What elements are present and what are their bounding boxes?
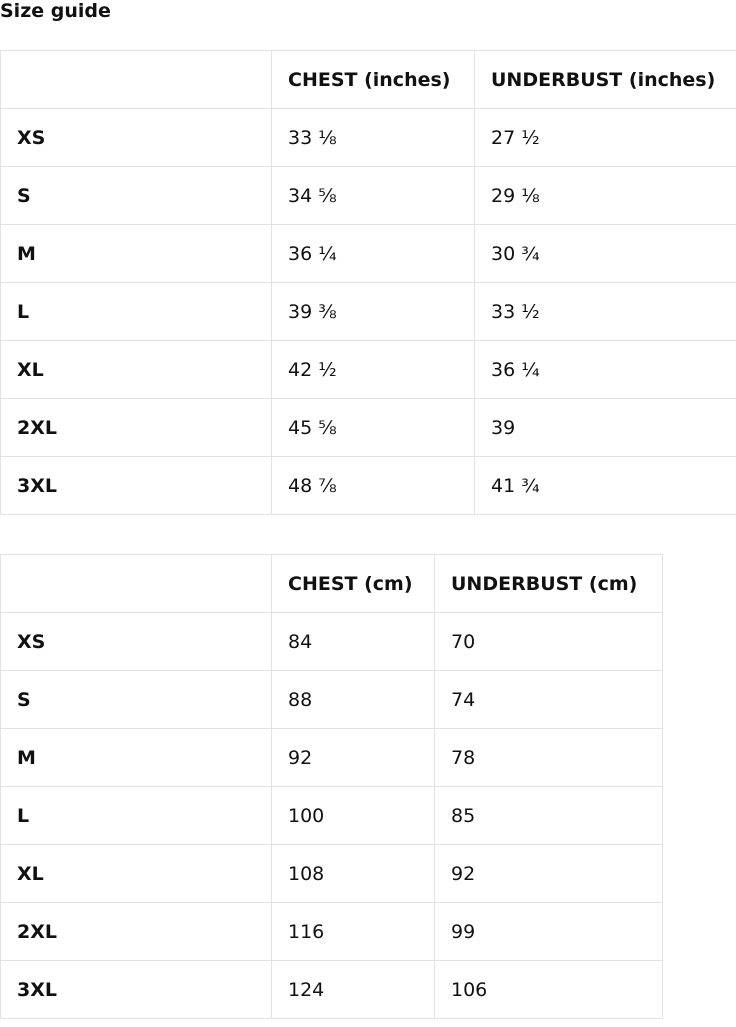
column-header: [0, 554, 272, 613]
measurement-cell: 45 ⅝: [271, 398, 475, 457]
measurement-cell: 42 ½: [271, 340, 475, 399]
measurement-cell: 116: [271, 902, 435, 961]
measurement-cell: 33 ⅛: [271, 108, 475, 167]
table-row: XL 108 92: [0, 844, 663, 903]
size-label: XL: [0, 340, 272, 399]
measurement-cell: 108: [271, 844, 435, 903]
column-header: [0, 50, 272, 109]
table-row: 3XL 124 106: [0, 960, 663, 1019]
measurement-cell: 70: [434, 612, 663, 671]
measurement-cell: 106: [434, 960, 663, 1019]
table-row: 2XL 116 99: [0, 902, 663, 961]
size-label: M: [0, 728, 272, 787]
size-label: 2XL: [0, 398, 272, 457]
measurement-cell: 27 ½: [474, 108, 736, 167]
size-label: XL: [0, 844, 272, 903]
column-header: UNDERBUST (inches): [474, 50, 736, 109]
column-header: UNDERBUST (cm): [434, 554, 663, 613]
measurement-cell: 39 ⅜: [271, 282, 475, 341]
measurement-cell: 92: [434, 844, 663, 903]
table-row: M 36 ¼ 30 ¾: [0, 224, 736, 283]
measurement-cell: 85: [434, 786, 663, 845]
table-row: S 34 ⅝ 29 ⅛: [0, 166, 736, 225]
table-row: L 100 85: [0, 786, 663, 845]
size-label: S: [0, 166, 272, 225]
size-table-cm: CHEST (cm) UNDERBUST (cm) XS 84 70 S 88 74 M 92 7…: [0, 554, 663, 1019]
table-row: 2XL 45 ⅝ 39: [0, 398, 736, 457]
measurement-cell: 92: [271, 728, 435, 787]
measurement-cell: 88: [271, 670, 435, 729]
table-row: XL 42 ½ 36 ¼: [0, 340, 736, 399]
table-row: S 88 74: [0, 670, 663, 729]
column-header: CHEST (cm): [271, 554, 435, 613]
measurement-cell: 74: [434, 670, 663, 729]
table-row: M 92 78: [0, 728, 663, 787]
measurement-cell: 33 ½: [474, 282, 736, 341]
table-row: XS 84 70: [0, 612, 663, 671]
measurement-cell: 78: [434, 728, 663, 787]
size-label: 3XL: [0, 960, 272, 1019]
size-label: M: [0, 224, 272, 283]
measurement-cell: 99: [434, 902, 663, 961]
table-row: L 39 ⅜ 33 ½: [0, 282, 736, 341]
size-label: S: [0, 670, 272, 729]
measurement-cell: 36 ¼: [474, 340, 736, 399]
size-label: XS: [0, 612, 272, 671]
table-header-row: CHEST (inches) UNDERBUST (inches): [0, 50, 736, 109]
measurement-cell: 124: [271, 960, 435, 1019]
table-row: 3XL 48 ⅞ 41 ¾: [0, 456, 736, 515]
measurement-cell: 84: [271, 612, 435, 671]
measurement-cell: 100: [271, 786, 435, 845]
measurement-cell: 30 ¾: [474, 224, 736, 283]
measurement-cell: 48 ⅞: [271, 456, 475, 515]
size-label: L: [0, 282, 272, 341]
measurement-cell: 39: [474, 398, 736, 457]
size-label: XS: [0, 108, 272, 167]
measurement-cell: 34 ⅝: [271, 166, 475, 225]
size-label: L: [0, 786, 272, 845]
size-label: 2XL: [0, 902, 272, 961]
column-header: CHEST (inches): [271, 50, 475, 109]
page-title: Size guide: [0, 0, 111, 22]
measurement-cell: 36 ¼: [271, 224, 475, 283]
measurement-cell: 41 ¾: [474, 456, 736, 515]
measurement-cell: 29 ⅛: [474, 166, 736, 225]
table-row: XS 33 ⅛ 27 ½: [0, 108, 736, 167]
table-header-row: CHEST (cm) UNDERBUST (cm): [0, 554, 663, 613]
size-label: 3XL: [0, 456, 272, 515]
